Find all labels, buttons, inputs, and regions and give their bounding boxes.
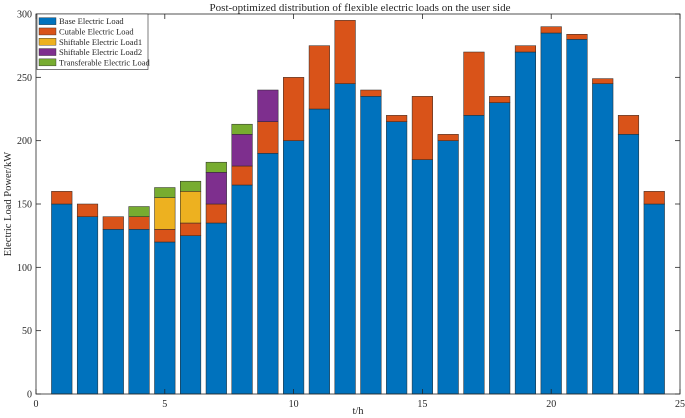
y-tick-label: 150 [17,200,32,211]
bar-segment-1-t24 [643,203,665,395]
bar-segment-1-t3 [102,229,124,395]
y-axis-label: Electric Load Power/kW [3,152,14,256]
legend-label-3: Shiftable Electric Load1 [59,37,142,47]
x-tick-label: 0 [34,399,39,410]
bar-segment-3-t6 [180,191,202,224]
bar-segment-2-t15 [411,96,433,160]
bar-segment-5-t5 [154,187,176,198]
y-tick-label: 300 [17,10,32,21]
bar-segment-1-t20 [540,32,562,395]
bar-segment-2-t23 [617,115,640,135]
bar-segment-4-t9 [257,89,279,122]
bar-segment-2-t7 [205,203,227,224]
bar-segment-2-t4 [128,216,150,230]
bar-segment-1-t8 [231,184,253,395]
bar-segment-1-t14 [386,121,408,395]
bar-segment-2-t14 [386,115,408,122]
bar-segment-2-t22 [592,78,614,84]
bar-segment-3-t5 [154,197,176,230]
bar-segment-4-t7 [205,172,227,205]
legend-label-2: Cutable Electric Load [59,26,134,36]
bar-segment-2-t12 [334,20,356,84]
x-axis-ticks: 0 5 10 15 20 25 [34,14,685,410]
y-tick-label: 50 [22,326,32,337]
legend-swatch-1 [38,17,57,25]
bar-segment-1-t12 [334,83,356,395]
y-tick-label: 100 [17,263,32,274]
x-tick-label: 25 [675,399,685,410]
legend-swatch-2 [38,27,57,36]
bar-segment-2-t1 [51,191,73,205]
x-tick-label: 20 [546,399,556,410]
bar-segment-2-t19 [514,45,537,53]
bar-segment-2-t8 [231,165,253,186]
bar-segment-2-t20 [540,26,562,34]
bar-segment-1-t9 [257,153,279,395]
bar-segment-1-t5 [154,241,176,395]
bar-segment-2-t11 [308,45,330,110]
bar-segment-5-t7 [205,161,227,173]
bar-segment-2-t3 [102,216,124,230]
bar-segment-2-t16 [437,134,459,141]
bar-segment-2-t21 [566,34,588,40]
bar-segment-4-t8 [231,134,253,167]
bar-segment-2-t6 [180,222,202,236]
legend-swatch-5 [38,58,57,67]
legend-swatch-4 [38,48,57,56]
bar-segment-1-t16 [437,140,459,395]
x-tick-label: 10 [289,399,299,410]
x-axis-label: t/h [352,406,364,417]
bar-segment-2-t10 [283,77,305,141]
y-axis-ticks: 0 50 100 150 200 250 300 [17,10,680,401]
bar-segment-2-t9 [257,121,279,154]
bar-segment-2-t18 [489,96,511,103]
y-tick-label: 0 [27,390,32,401]
chart-title: Post-optimized distribution of flexible … [210,2,511,14]
bar-segment-1-t15 [411,159,433,395]
bar-segment-1-t7 [205,222,227,395]
bar-segment-2-t5 [154,229,176,243]
legend-label-4: Shiftable Electric Load2 [59,47,142,57]
x-tick-label: 5 [162,399,167,410]
legend-label-1: Base Electric Load [59,16,124,26]
bar-segment-2-t2 [76,203,99,217]
y-tick-label: 250 [17,73,32,84]
bar-segment-2-t24 [643,191,665,205]
legend-label-5: Transferable Electric Load [59,57,151,67]
bar-segment-1-t17 [463,115,485,395]
bar-segment-1-t2 [76,216,99,395]
bar-segment-1-t19 [514,51,537,395]
bar-segment-5-t6 [180,180,202,192]
bars-layer [51,20,665,395]
legend-swatch-3 [38,38,57,46]
bar-segment-1-t18 [489,102,511,395]
bar-segment-2-t13 [360,89,382,97]
bar-segment-1-t10 [283,140,305,395]
bar-segment-1-t21 [566,39,588,395]
bar-segment-1-t11 [308,108,330,395]
bar-segment-1-t6 [180,235,202,395]
bar-segment-1-t4 [128,229,150,395]
bar-segment-1-t1 [51,203,73,395]
y-tick-label: 200 [17,136,32,147]
x-tick-label: 15 [417,399,427,410]
bar-segment-1-t13 [360,96,382,395]
bar-segment-1-t22 [592,83,614,395]
bar-segment-5-t8 [231,123,253,135]
bar-segment-2-t17 [463,51,485,116]
bar-segment-5-t4 [128,206,150,217]
bar-segment-1-t23 [617,134,640,395]
